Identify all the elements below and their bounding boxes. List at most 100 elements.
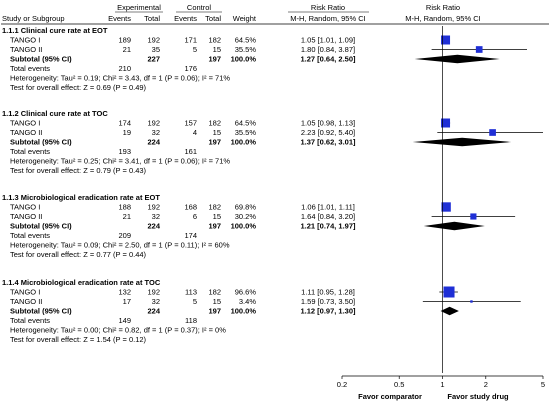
events-experimental: 188 <box>118 203 131 212</box>
x-tick-label: 1 <box>440 380 444 389</box>
subtotal-label: Subtotal (95% CI) <box>10 222 72 231</box>
study-box <box>441 35 451 45</box>
total-events-experimental: 209 <box>118 231 131 240</box>
total-experimental: 192 <box>147 119 160 128</box>
subtotal-ci-text: 1.37 [0.62, 3.01] <box>300 138 356 147</box>
overall-effect-text: Test for overall effect: Z = 1.54 (P = 0… <box>10 335 147 344</box>
header-total-c: Total <box>205 14 221 23</box>
events-control: 4 <box>193 128 197 137</box>
study-name: TANGO II <box>10 212 42 221</box>
total-events-experimental: 193 <box>118 147 131 156</box>
header-events-c: Events <box>174 14 197 23</box>
study-weight: 69.8% <box>235 203 257 212</box>
subtotal-diamond <box>440 306 459 316</box>
events-control: 6 <box>193 212 197 221</box>
study-name: TANGO II <box>10 297 42 306</box>
study-ci-text: 1.64 [0.84, 3.20] <box>301 212 355 221</box>
subgroup-title: 1.1.2 Clinical cure rate at TOC <box>2 109 108 118</box>
subtotal-total-experimental: 224 <box>147 222 160 231</box>
total-experimental: 192 <box>147 36 160 45</box>
heterogeneity-text: Heterogeneity: Tau² = 0.09; Chi² = 2.50,… <box>10 241 230 250</box>
subtotal-total-experimental: 224 <box>147 307 160 316</box>
total-control: 15 <box>213 212 221 221</box>
events-experimental: 21 <box>123 45 131 54</box>
subtotal-ci-text: 1.27 [0.64, 2.50] <box>300 55 356 64</box>
total-control: 15 <box>213 45 221 54</box>
study-name: TANGO I <box>10 36 40 45</box>
events-control: 5 <box>193 45 197 54</box>
subtotal-weight: 100.0% <box>231 307 257 316</box>
header-events-e: Events <box>108 14 131 23</box>
subtotal-diamond <box>414 54 500 64</box>
subtotal-total-control: 197 <box>208 222 221 231</box>
total-control: 15 <box>213 297 221 306</box>
total-experimental: 35 <box>152 45 160 54</box>
study-box <box>443 286 455 298</box>
forest-axis: 0.2 0.5 1 2 5 <box>337 26 545 389</box>
total-events-experimental: 210 <box>118 64 131 73</box>
header-risk-ratio-plot: Risk Ratio <box>426 3 460 12</box>
total-control: 182 <box>208 288 221 297</box>
study-box <box>475 46 483 53</box>
subtotal-total-control: 197 <box>208 307 221 316</box>
events-control: 168 <box>184 203 197 212</box>
overall-effect-text: Test for overall effect: Z = 0.77 (P = 0… <box>10 250 147 259</box>
study-weight: 96.6% <box>235 288 257 297</box>
total-control: 182 <box>208 119 221 128</box>
subtotal-label: Subtotal (95% CI) <box>10 138 72 147</box>
favor-study-drug-label: Favor study drug <box>447 392 509 401</box>
subtotal-weight: 100.0% <box>231 55 257 64</box>
study-box <box>470 213 477 220</box>
subgroup-title: 1.1.3 Microbiological eradication rate a… <box>2 193 160 202</box>
header-study: Study or Subgroup <box>2 14 65 23</box>
subgroup-title: 1.1.1 Clinical cure rate at EOT <box>2 26 108 35</box>
study-box <box>470 300 473 303</box>
total-control: 15 <box>213 128 221 137</box>
header-risk-ratio-text: Risk Ratio <box>311 3 345 12</box>
header-method-plot: M-H, Random, 95% CI <box>405 14 480 23</box>
favor-comparator-label: Favor comparator <box>358 392 422 401</box>
study-ci-text: 1.59 [0.73, 3.50] <box>301 297 355 306</box>
events-control: 113 <box>185 288 197 297</box>
study-ci-text: 1.06 [1.01, 1.11] <box>301 203 355 212</box>
study-ci-text: 1.05 [1.01, 1.09] <box>301 36 355 45</box>
subtotal-total-control: 197 <box>208 55 221 64</box>
total-events-label: Total events <box>10 64 50 73</box>
study-weight: 35.5% <box>235 45 257 54</box>
total-experimental: 32 <box>152 128 160 137</box>
subtotal-diamond <box>412 137 512 147</box>
study-name: TANGO I <box>10 288 40 297</box>
total-events-label: Total events <box>10 147 50 156</box>
overall-effect-text: Test for overall effect: Z = 0.69 (P = 0… <box>10 83 147 92</box>
events-experimental: 189 <box>118 36 131 45</box>
subtotal-ci-text: 1.12 [0.97, 1.30] <box>300 307 356 316</box>
study-weight: 64.5% <box>235 36 257 45</box>
events-experimental: 174 <box>118 119 131 128</box>
events-experimental: 17 <box>123 297 131 306</box>
heterogeneity-text: Heterogeneity: Tau² = 0.19; Chi² = 3.43,… <box>10 74 230 83</box>
subtotal-label: Subtotal (95% CI) <box>10 307 72 316</box>
header-method-text: M-H, Random, 95% CI <box>290 14 365 23</box>
heterogeneity-text: Heterogeneity: Tau² = 0.25; Chi² = 3.41,… <box>10 157 230 166</box>
header-experimental: Experimental <box>117 3 161 12</box>
subtotal-total-experimental: 224 <box>147 138 160 147</box>
total-events-control: 174 <box>184 231 197 240</box>
total-control: 182 <box>208 203 221 212</box>
total-events-control: 176 <box>184 64 197 73</box>
study-weight: 64.5% <box>235 119 257 128</box>
study-ci-text: 2.23 [0.92, 5.40] <box>301 128 355 137</box>
study-ci-text: 1.11 [0.95, 1.28] <box>301 288 355 297</box>
total-events-control: 118 <box>185 316 197 325</box>
study-ci-text: 1.05 [0.98, 1.13] <box>301 119 355 128</box>
total-events-label: Total events <box>10 316 50 325</box>
total-experimental: 32 <box>152 212 160 221</box>
total-experimental: 32 <box>152 297 160 306</box>
study-weight: 3.4% <box>239 297 256 306</box>
study-weight: 30.2% <box>235 212 257 221</box>
x-tick-label: 0.5 <box>394 380 404 389</box>
total-events-label: Total events <box>10 231 50 240</box>
total-events-control: 161 <box>184 147 197 156</box>
x-tick-label: 5 <box>541 380 545 389</box>
subtotal-diamond <box>423 221 485 231</box>
